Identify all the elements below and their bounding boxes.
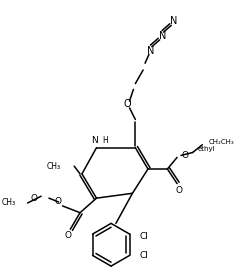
Text: CH₂CH₃: CH₂CH₃: [208, 139, 234, 145]
Text: O: O: [175, 186, 183, 195]
Text: O: O: [65, 230, 72, 239]
Text: O: O: [124, 99, 131, 109]
Text: N: N: [91, 136, 98, 145]
Text: H: H: [102, 136, 108, 145]
Text: O: O: [182, 151, 189, 160]
Text: N: N: [159, 31, 166, 41]
Text: Cl: Cl: [139, 232, 148, 241]
Text: O: O: [54, 197, 61, 206]
Text: O: O: [30, 194, 37, 203]
Text: Cl: Cl: [139, 251, 148, 260]
Text: CH₃: CH₃: [2, 198, 16, 207]
Text: N: N: [147, 46, 155, 56]
Text: N: N: [170, 16, 178, 26]
Text: CH₃: CH₃: [46, 162, 61, 171]
Text: ethyl: ethyl: [197, 146, 215, 152]
